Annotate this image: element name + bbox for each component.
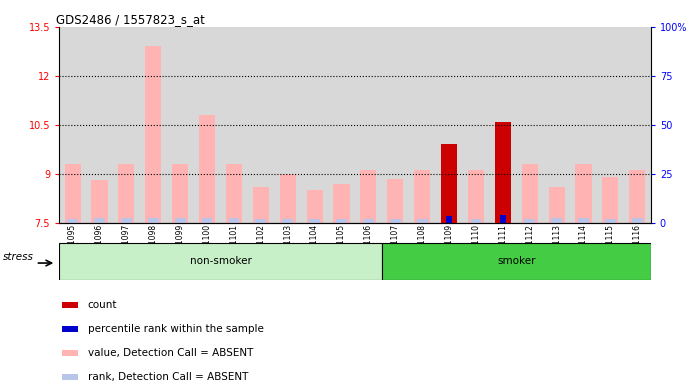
Bar xyxy=(551,218,562,223)
Bar xyxy=(309,219,320,223)
Text: smoker: smoker xyxy=(497,256,535,266)
Bar xyxy=(495,121,511,223)
Bar xyxy=(145,46,161,223)
Bar xyxy=(255,219,266,223)
Bar xyxy=(605,219,616,223)
Text: non-smoker: non-smoker xyxy=(189,256,251,266)
Bar xyxy=(495,121,511,223)
Bar xyxy=(94,218,105,223)
Bar xyxy=(148,218,159,223)
Bar xyxy=(576,164,592,223)
Bar xyxy=(390,219,401,223)
Bar xyxy=(306,190,323,223)
Bar xyxy=(121,218,132,223)
Bar xyxy=(333,184,349,223)
Bar xyxy=(500,215,505,223)
Bar xyxy=(524,219,535,223)
Bar xyxy=(632,218,642,223)
Bar xyxy=(65,164,81,223)
Bar xyxy=(283,219,293,223)
Bar xyxy=(118,164,134,223)
Text: count: count xyxy=(88,300,117,310)
Bar xyxy=(446,215,452,223)
Bar xyxy=(578,218,589,223)
Bar xyxy=(548,187,564,223)
Bar xyxy=(175,218,186,223)
Bar xyxy=(336,219,347,223)
Bar xyxy=(62,350,78,356)
Bar xyxy=(62,374,78,380)
Bar xyxy=(441,144,457,223)
Bar xyxy=(228,218,239,223)
Bar xyxy=(62,326,78,332)
Bar xyxy=(522,164,538,223)
Bar xyxy=(199,115,215,223)
Text: stress: stress xyxy=(3,252,34,262)
Bar xyxy=(414,170,430,223)
Bar xyxy=(498,219,508,223)
Bar xyxy=(202,218,212,223)
Bar xyxy=(253,187,269,223)
Text: rank, Detection Call = ABSENT: rank, Detection Call = ABSENT xyxy=(88,372,248,382)
Bar xyxy=(280,174,296,223)
Bar xyxy=(468,170,484,223)
Bar xyxy=(363,219,374,223)
Bar xyxy=(444,219,454,223)
FancyBboxPatch shape xyxy=(382,243,651,280)
Bar xyxy=(226,164,242,223)
Bar xyxy=(91,180,108,223)
FancyBboxPatch shape xyxy=(59,243,382,280)
Bar xyxy=(172,164,188,223)
Text: percentile rank within the sample: percentile rank within the sample xyxy=(88,324,264,334)
Text: value, Detection Call = ABSENT: value, Detection Call = ABSENT xyxy=(88,348,253,358)
Bar xyxy=(387,179,404,223)
Bar xyxy=(361,170,377,223)
Bar xyxy=(602,177,619,223)
Bar xyxy=(417,219,427,223)
Bar xyxy=(68,219,78,223)
Text: GDS2486 / 1557823_s_at: GDS2486 / 1557823_s_at xyxy=(56,13,205,26)
Bar xyxy=(629,170,645,223)
Bar xyxy=(470,219,482,223)
Bar xyxy=(441,144,457,223)
Bar xyxy=(62,303,78,308)
